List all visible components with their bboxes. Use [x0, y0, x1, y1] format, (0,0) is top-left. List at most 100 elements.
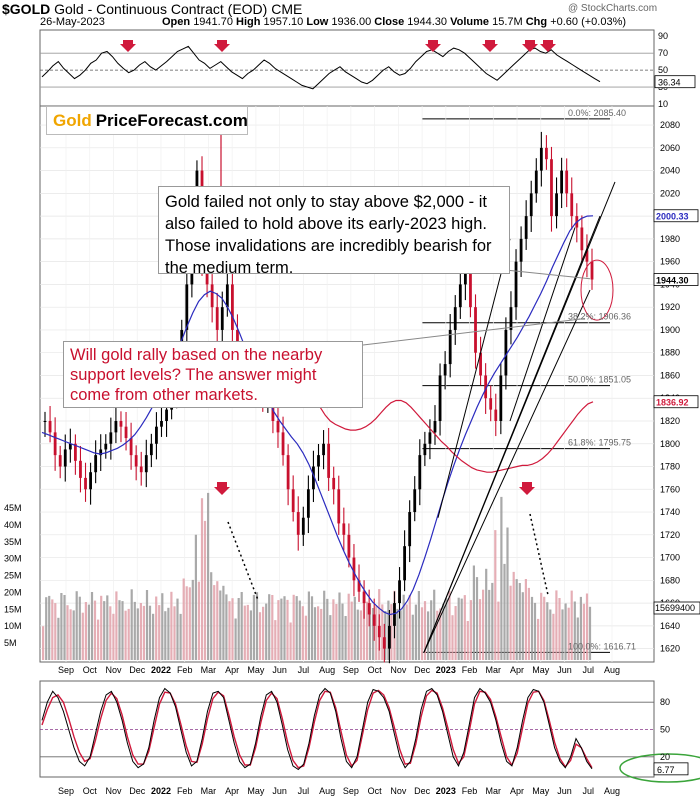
volume-bar [454, 606, 457, 660]
volume-bar [231, 598, 234, 660]
stoch-value-box [653, 762, 689, 776]
fib-label: 0.0%: 2085.40 [568, 108, 626, 118]
volume-tick-label: 30M [4, 554, 22, 564]
volume-bar [286, 599, 289, 660]
volume-bar [381, 604, 384, 660]
volume-bar [320, 608, 323, 660]
price-tick-label: 1920 [660, 302, 680, 312]
volume-bar [295, 596, 298, 660]
volume-bar [436, 610, 439, 660]
down-arrow-icon [540, 40, 556, 52]
volume-bar [307, 591, 310, 660]
volume-bar [313, 607, 317, 660]
x-tick-label: Jul [583, 786, 595, 796]
volume-bar [503, 563, 506, 660]
price-bar-body [230, 284, 234, 330]
volume-bar [130, 589, 133, 660]
price-bar-body [357, 580, 361, 592]
price-bar-body [104, 443, 108, 450]
price-bar-body [48, 420, 52, 433]
price-bar-body [124, 426, 128, 439]
volume-bar [84, 602, 87, 660]
price-bar-body [281, 432, 285, 456]
volume-label: Volume [450, 16, 490, 28]
volume-bar [494, 530, 497, 660]
volume-bar [475, 577, 479, 660]
x-tick-label: Dec [129, 786, 146, 796]
volume-bar [448, 591, 451, 660]
rsi-value-box [654, 75, 696, 89]
price-tick-label: 1640 [660, 621, 680, 631]
volume-bar [524, 579, 527, 660]
price-bar-body [53, 432, 57, 456]
price-bar-body [73, 443, 77, 461]
price-bar-body [63, 449, 67, 467]
volume-bar [527, 587, 530, 660]
symbol: $GOLD [2, 1, 51, 17]
price-bar-body [463, 273, 467, 285]
volume-bar [112, 613, 115, 660]
volume-bar [469, 600, 472, 660]
price-bar-body [99, 449, 103, 456]
x-tick-label: 2023 [436, 665, 456, 675]
volume-bar [97, 619, 100, 660]
price-bar-body [109, 432, 113, 444]
price-bar-body [423, 443, 427, 456]
stoch-tick-label: 80 [660, 697, 670, 707]
x-tick-label: Sep [58, 665, 74, 675]
volume-bar [341, 603, 344, 660]
volume-bar [289, 622, 292, 660]
volume-bar [570, 590, 573, 660]
ma200-line [299, 375, 594, 473]
volume-bar [332, 599, 335, 660]
volume-bar [148, 605, 152, 660]
price-value-label: 1944.30 [656, 276, 689, 286]
volume-bar [145, 590, 149, 660]
open-label: Open [162, 16, 191, 28]
volume-bar [546, 602, 549, 660]
volume-bar [139, 603, 142, 660]
fib-label: 50.0%: 1851.05 [568, 375, 631, 385]
volume-bar [72, 610, 75, 660]
volume-bar [155, 596, 158, 660]
price-bar-body [58, 455, 62, 467]
price-tick-label: 1680 [660, 575, 680, 585]
volume-bar [323, 590, 326, 660]
price-bar-body [215, 307, 219, 330]
volume-bar [298, 600, 301, 660]
volume-bar [274, 620, 277, 660]
price-bar-body [529, 193, 533, 217]
x-tick-label: Nov [390, 786, 407, 796]
x-tick-label: Jun [272, 665, 287, 675]
price-bar-body [388, 625, 391, 649]
price-tick-label: 1980 [660, 234, 680, 244]
price-bar-body [504, 329, 508, 376]
high-value: 1957.10 [263, 16, 304, 28]
volume-bar [506, 527, 509, 660]
logo-site: PriceForecast.com [95, 111, 248, 130]
volume-bar [164, 611, 167, 660]
watermark: @ StockCharts.com [568, 3, 658, 14]
volume-bar [191, 579, 194, 660]
volume-bar [222, 585, 225, 660]
x-tick-label: Apr [510, 786, 524, 796]
volume-bar [255, 592, 259, 660]
volume-bar [127, 608, 130, 660]
price-bar-body [94, 455, 98, 473]
price-bar-body [499, 375, 503, 421]
stoch-slow-line [41, 689, 593, 769]
volume-bar [48, 595, 51, 660]
support-trendline [509, 227, 576, 422]
volume-bar [103, 601, 106, 660]
volume-bar [179, 613, 182, 660]
volume-bar [588, 606, 592, 660]
description: Gold - Continuous Contract (EOD) [54, 1, 268, 17]
price-bar-body [545, 147, 548, 160]
down-arrow-icon [425, 40, 441, 52]
volume-bar [573, 601, 576, 660]
x-tick-label: Apr [225, 786, 239, 796]
volume-bar [430, 600, 433, 660]
volume-bar [265, 603, 268, 660]
x-tick-label: Sep [343, 786, 359, 796]
volume-bar [530, 596, 534, 660]
